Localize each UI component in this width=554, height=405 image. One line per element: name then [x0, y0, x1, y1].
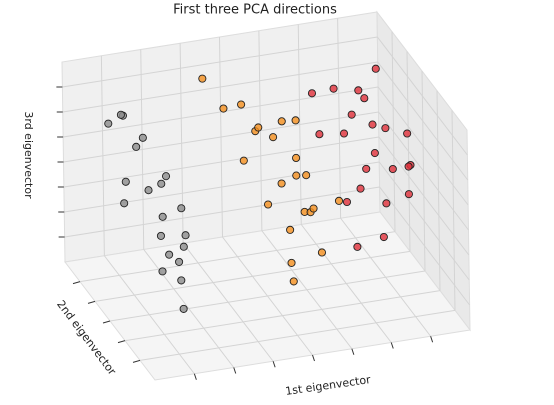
- point: [292, 153, 301, 162]
- point: [354, 86, 363, 95]
- point: [269, 133, 278, 142]
- grid-line: [94, 250, 411, 302]
- point: [179, 304, 188, 313]
- point: [370, 149, 379, 158]
- point: [287, 258, 296, 267]
- grid-line: [63, 111, 379, 163]
- point: [158, 267, 167, 276]
- point: [158, 212, 167, 221]
- point: [198, 74, 207, 83]
- point: [309, 204, 318, 213]
- point: [116, 110, 125, 119]
- point: [156, 231, 166, 240]
- point: [286, 225, 295, 234]
- point: [339, 129, 349, 138]
- point: [104, 119, 113, 128]
- y-tick: [72, 281, 81, 285]
- point: [157, 179, 166, 188]
- point: [132, 142, 141, 151]
- point: [161, 172, 171, 181]
- chart-title: First three PCA directions: [173, 3, 337, 18]
- x-axis-label: 1st eigenvector: [284, 373, 371, 398]
- x-tick: [430, 336, 434, 343]
- grid-line: [377, 61, 469, 181]
- x-tick: [390, 342, 394, 349]
- point: [381, 124, 390, 133]
- point: [292, 171, 301, 180]
- y-tick: [87, 300, 96, 304]
- point: [289, 277, 298, 286]
- grid-line: [378, 161, 470, 281]
- z-axis-label: 3rd eigenvector: [22, 111, 35, 199]
- point: [175, 257, 184, 266]
- point: [144, 186, 153, 195]
- point: [177, 204, 186, 213]
- grid-line: [79, 231, 396, 283]
- point: [362, 164, 371, 173]
- point: [353, 242, 362, 251]
- point: [302, 171, 311, 180]
- point: [307, 89, 317, 98]
- point: [379, 232, 388, 242]
- x-tick: [272, 361, 276, 368]
- point: [315, 130, 324, 139]
- x-tick: [351, 348, 355, 355]
- point: [342, 197, 352, 207]
- point: [356, 184, 365, 193]
- point: [360, 94, 369, 103]
- grid-line: [63, 136, 379, 188]
- y-tick: [132, 359, 141, 363]
- point: [138, 133, 147, 142]
- grid-line: [63, 86, 379, 138]
- point: [371, 64, 380, 73]
- point: [404, 162, 413, 171]
- grid-line: [62, 36, 378, 88]
- point: [404, 190, 413, 199]
- point: [334, 196, 344, 205]
- grid-line: [64, 186, 380, 238]
- point: [403, 129, 412, 138]
- grid-line: [139, 309, 456, 361]
- point: [329, 84, 338, 93]
- point: [165, 250, 174, 259]
- x-tick: [312, 354, 315, 362]
- point: [388, 164, 397, 174]
- grid-line: [378, 111, 469, 231]
- y-tick: [102, 320, 111, 324]
- grid-line: [379, 186, 471, 306]
- point: [121, 177, 130, 186]
- point: [277, 117, 286, 126]
- x-tick: [233, 367, 237, 374]
- grid-line: [109, 270, 426, 322]
- point: [291, 116, 300, 125]
- point: [264, 200, 273, 209]
- grid-line: [64, 161, 380, 213]
- point: [120, 199, 129, 208]
- grid-line: [378, 136, 470, 256]
- grid-line: [376, 36, 468, 156]
- grid-line: [377, 86, 469, 206]
- point: [368, 120, 377, 129]
- point: [181, 231, 190, 240]
- point: [177, 276, 186, 285]
- point: [179, 242, 188, 251]
- point: [277, 179, 286, 188]
- y-tick: [117, 340, 126, 344]
- point: [382, 199, 391, 208]
- point: [239, 156, 248, 165]
- x-tick: [193, 373, 197, 380]
- point: [317, 248, 327, 257]
- point: [219, 104, 228, 113]
- grid-line: [124, 290, 441, 342]
- grid-line: [62, 61, 378, 113]
- point: [254, 123, 263, 132]
- point: [237, 100, 246, 109]
- point: [347, 110, 356, 119]
